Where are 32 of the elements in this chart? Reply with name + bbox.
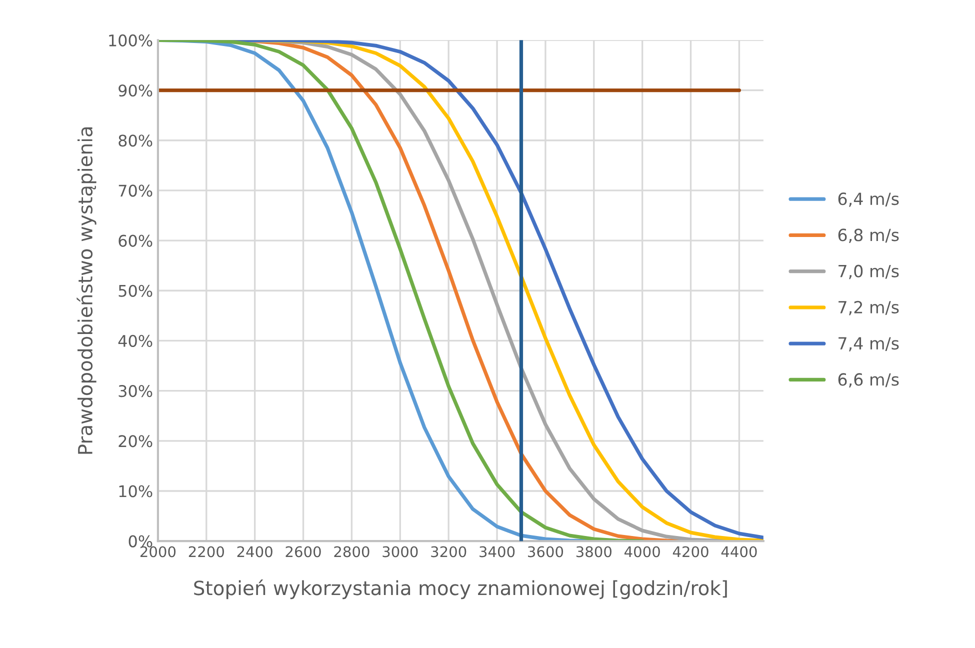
y-tick-label: 20% bbox=[118, 435, 152, 448]
legend-label: 6,6 m/s bbox=[838, 373, 899, 388]
legend-label: 6,8 m/s bbox=[838, 228, 899, 243]
x-axis-title: Stopień wykorzystania mocy znamionowej [godzin/rok] bbox=[194, 580, 727, 600]
y-tick-label: 100% bbox=[109, 34, 152, 46]
y-tick-label: 50% bbox=[118, 284, 152, 297]
x-tick-label: 3400 bbox=[480, 546, 515, 558]
y-tick-label: 80% bbox=[118, 134, 152, 147]
legend-label: 6,4 m/s bbox=[838, 192, 899, 207]
x-tick-label: 3800 bbox=[576, 546, 612, 558]
x-tick-label: 4400 bbox=[721, 546, 757, 558]
y-tick-label: 30% bbox=[118, 385, 152, 398]
x-tick-label: 2200 bbox=[188, 546, 224, 558]
y-tick-label: 70% bbox=[118, 184, 152, 197]
y-axis-title: Prawdopodobieństwo wystąpienia bbox=[76, 127, 96, 454]
y-tick-label: 90% bbox=[118, 84, 152, 97]
x-tick-label: 3200 bbox=[431, 546, 466, 558]
legend-label: 7,2 m/s bbox=[838, 300, 899, 316]
y-tick-label: 40% bbox=[118, 334, 152, 348]
x-tick-label: 4200 bbox=[672, 546, 708, 558]
x-tick-label: 3000 bbox=[382, 546, 418, 558]
y-tick-label: 60% bbox=[118, 234, 152, 247]
legend-label: 7,4 m/s bbox=[838, 337, 899, 352]
x-tick-label: 3600 bbox=[528, 546, 564, 558]
y-tick-label: 10% bbox=[119, 485, 152, 498]
x-tick-label: 2600 bbox=[286, 546, 321, 558]
legend-label: 7,0 m/s bbox=[838, 264, 899, 280]
x-tick-label: 2000 bbox=[140, 546, 176, 558]
x-tick-label: 2400 bbox=[237, 546, 272, 558]
y-tick-label: 0% bbox=[128, 535, 152, 548]
x-tick-label: 4000 bbox=[624, 546, 660, 558]
x-tick-label: 2800 bbox=[334, 546, 370, 558]
